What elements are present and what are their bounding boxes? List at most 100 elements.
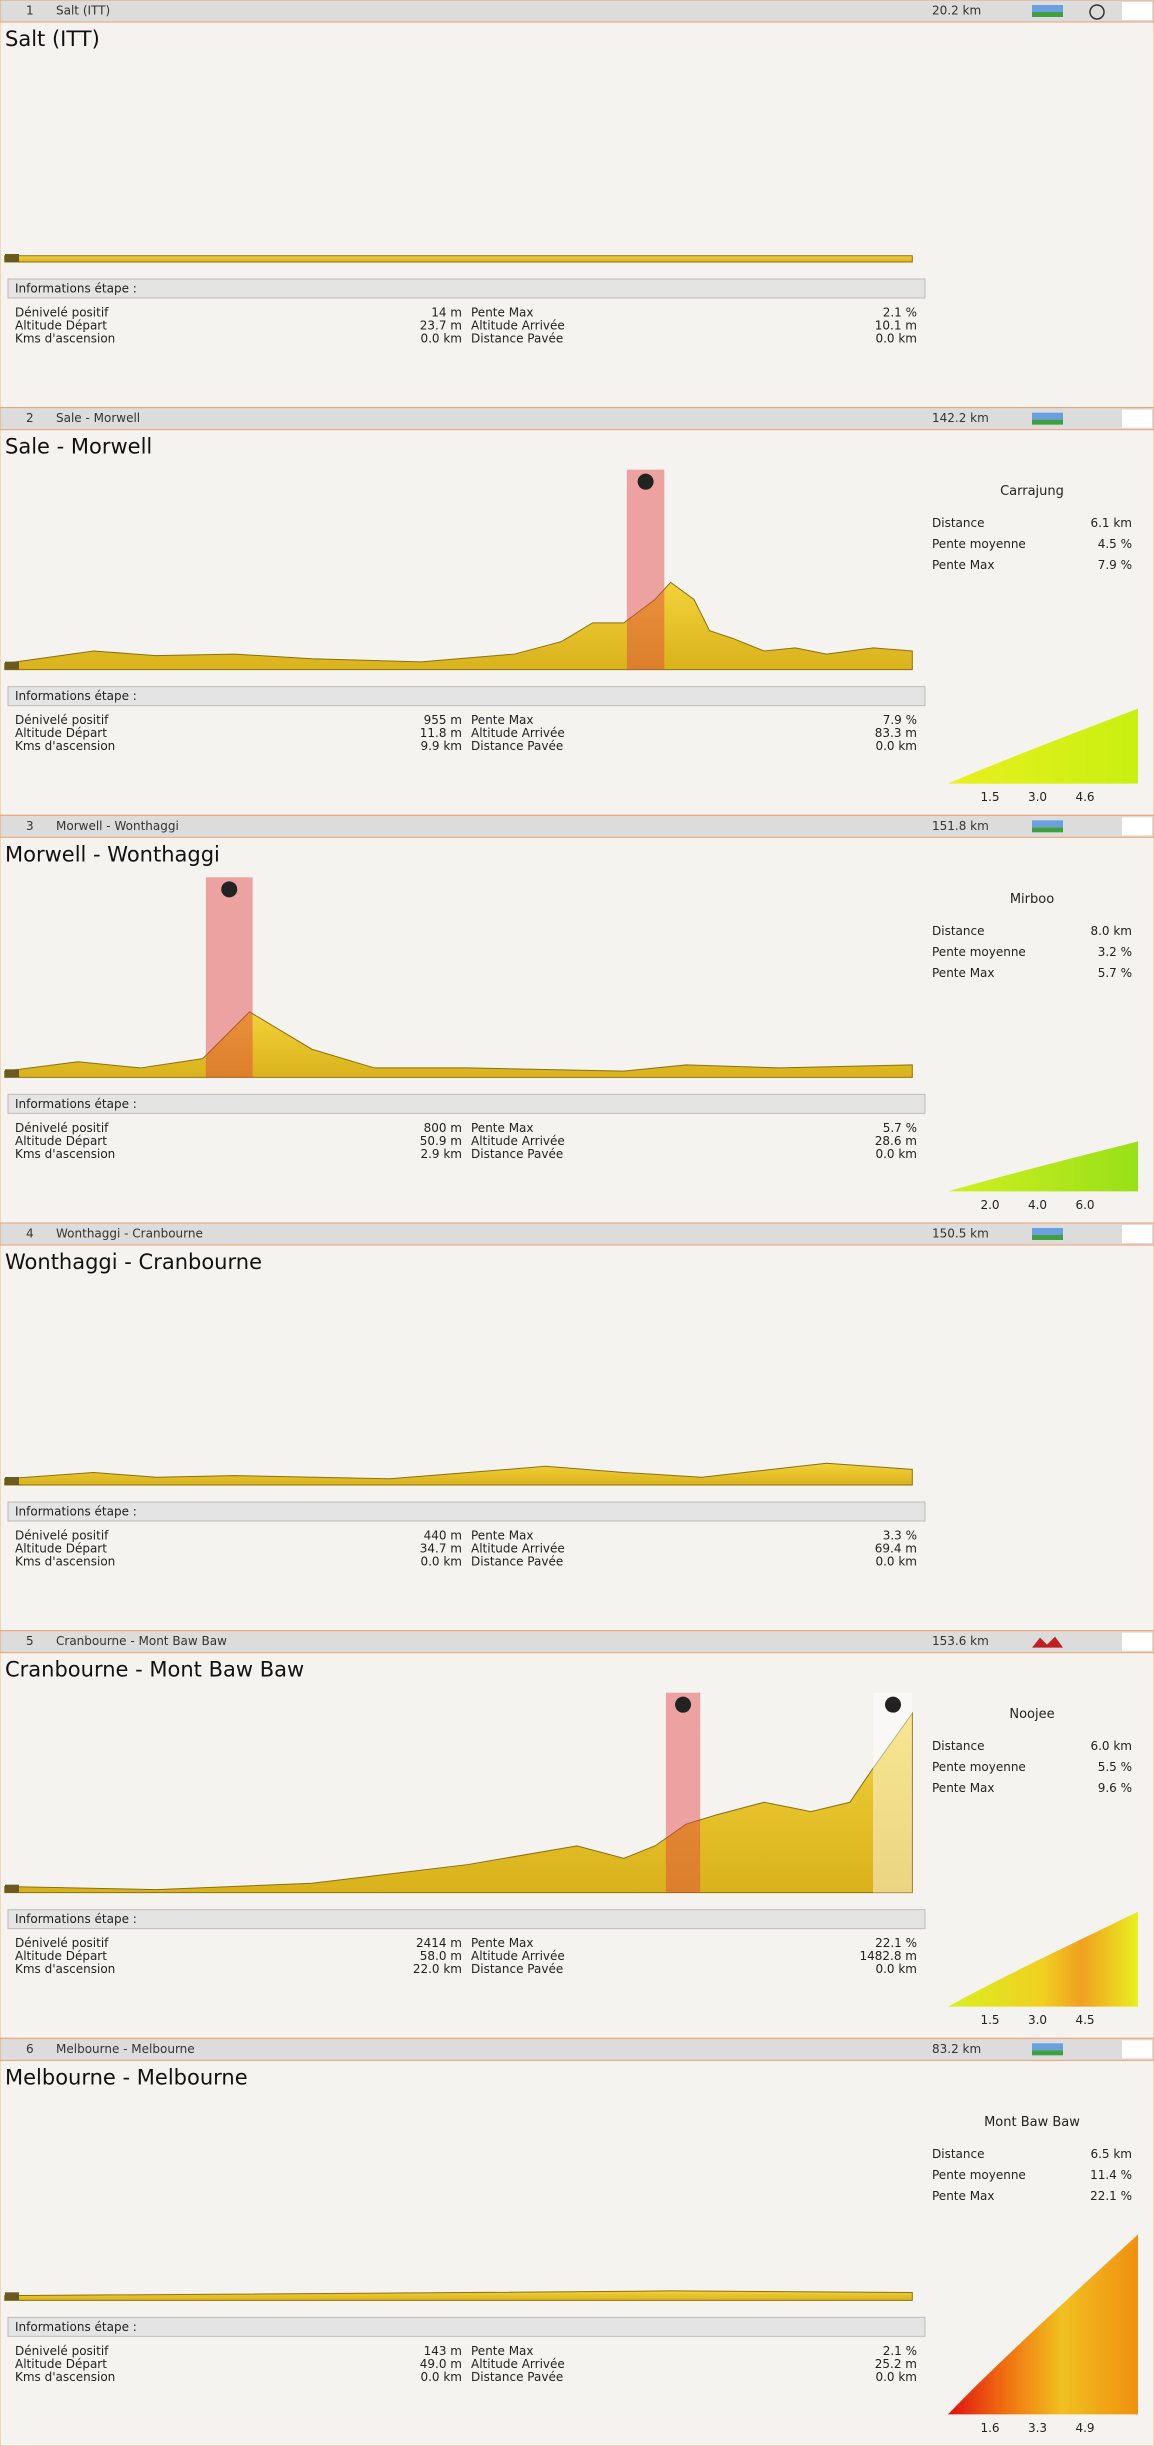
stage-distance: 142.2 km — [932, 411, 989, 425]
climb-value: 5.7 % — [1098, 966, 1132, 980]
info-value: 9.9 km — [420, 739, 462, 753]
stage-title: Salt (ITT) — [5, 27, 100, 51]
stage-name: Cranbourne - Mont Baw Baw — [56, 1634, 227, 1648]
terrain-icon — [1032, 827, 1063, 833]
climb-value: 4.5 % — [1098, 537, 1132, 551]
elevation-profile — [4, 1462, 913, 1486]
info-label: Dénivelé positif — [15, 1936, 109, 1950]
stage-number: 1 — [26, 4, 34, 18]
climb-tick: 4.5 — [1075, 2013, 1094, 2027]
climb-label: Distance — [932, 2147, 984, 2161]
info-value: 5.7 % — [883, 1121, 917, 1135]
info-value: 11.8 m — [420, 726, 462, 740]
stage-bg — [0, 1630, 1154, 2039]
info-label: Pente Max — [471, 1529, 534, 1543]
info-value: 800 m — [424, 1121, 462, 1135]
climb-tick: 4.0 — [1028, 1198, 1047, 1212]
info-label: Pente Max — [471, 306, 534, 320]
climb-label: Pente Max — [932, 1781, 995, 1795]
info-label: Altitude Arrivée — [471, 1134, 565, 1148]
stage: 2 Sale - Morwell 142.2 km Sale - Morwell Inf… — [0, 407, 1154, 816]
info-value: 143 m — [424, 2344, 462, 2358]
climb-profile — [948, 2234, 1138, 2415]
climb-band — [626, 469, 665, 670]
stage-header — [0, 814, 1154, 838]
info-label: Dénivelé positif — [15, 1529, 109, 1543]
info-label: Pente Max — [471, 1121, 534, 1135]
info-label: Distance Pavée — [471, 332, 563, 346]
info-title: Informations étape : — [15, 282, 137, 296]
terrain-icon — [1032, 1228, 1063, 1235]
info-value: 14 m — [431, 306, 462, 320]
info-value: 0.0 km — [875, 1147, 917, 1161]
info-value: 49.0 m — [420, 2357, 462, 2371]
terrain-icon — [1032, 2043, 1063, 2051]
info-value: 25.2 m — [875, 2357, 917, 2371]
info-value: 50.9 m — [420, 1134, 462, 1148]
info-label: Altitude Arrivée — [471, 319, 565, 333]
info-label: Altitude Départ — [15, 726, 107, 740]
info-value: 34.7 m — [420, 1542, 462, 1556]
climb-name: Carrajung — [1000, 484, 1064, 499]
info-value: 7.9 % — [883, 713, 917, 727]
info-value: 2.1 % — [883, 2344, 917, 2358]
climb-label: Distance — [932, 924, 984, 938]
climb-value: 6.0 km — [1090, 1739, 1132, 1753]
info-label: Kms d'ascension — [15, 739, 115, 753]
info-value: 58.0 m — [420, 1949, 462, 1963]
info-label: Kms d'ascension — [15, 332, 115, 346]
stage: 6 Melbourne - Melbourne 83.2 km Melbourne -… — [0, 2037, 1154, 2446]
info-title: Informations étape : — [15, 2320, 137, 2334]
stage-bg — [0, 0, 1154, 409]
stage-bg — [0, 814, 1154, 1224]
header-box — [1122, 2, 1152, 20]
climb-label: Pente Max — [932, 966, 995, 980]
stage: 3 Morwell - Wonthaggi 151.8 km Morwell - Wo… — [0, 814, 1154, 1224]
stage: 4 Wonthaggi - Cranbourne 150.5 km Wonthaggi… — [0, 1222, 1154, 1632]
info-value: 0.0 km — [875, 2370, 917, 2384]
stage-title: Cranbourne - Mont Baw Baw — [5, 1658, 304, 1682]
climb-tick: 4.6 — [1075, 790, 1094, 804]
info-label: Kms d'ascension — [15, 1962, 115, 1976]
climb-tick: 1.6 — [980, 2421, 999, 2435]
stage-name: Salt (ITT) — [56, 4, 110, 18]
stage-bg — [0, 2037, 1154, 2446]
info-title: Informations étape : — [15, 1097, 137, 1111]
info-label: Dénivelé positif — [15, 713, 109, 727]
info-value: 22.1 % — [875, 1936, 917, 1950]
info-value: 0.0 km — [875, 739, 917, 753]
header-box — [1122, 2040, 1152, 2059]
terrain-icon — [1032, 1235, 1063, 1240]
stage-header — [0, 1630, 1154, 1654]
climb-tick: 3.3 — [1028, 2421, 1047, 2435]
climb-name: Noojee — [1009, 1707, 1054, 1722]
info-label: Altitude Départ — [15, 319, 107, 333]
info-value: 0.0 km — [420, 2370, 462, 2384]
stage-distance: 150.5 km — [932, 1227, 989, 1241]
climb-icon — [637, 473, 654, 490]
info-label: Pente Max — [471, 2344, 534, 2358]
climb-tick: 2.0 — [980, 1198, 999, 1212]
info-bar — [7, 686, 926, 707]
info-label: Dénivelé positif — [15, 1121, 109, 1135]
stage-name: Morwell - Wonthaggi — [56, 819, 179, 833]
stage-distance: 151.8 km — [932, 819, 989, 833]
info-value: 0.0 km — [875, 1962, 917, 1976]
stage: 5 Cranbourne - Mont Baw Baw 153.6 km Cranbo… — [0, 1630, 1154, 2039]
climb-label: Distance — [932, 516, 984, 530]
climb-label: Pente moyenne — [932, 1760, 1026, 1774]
elevation-profile — [4, 2290, 913, 2301]
info-label: Altitude Arrivée — [471, 1542, 565, 1556]
elevation-profile — [4, 1711, 913, 1894]
info-label: Altitude Départ — [15, 2357, 107, 2371]
climb-value: 7.9 % — [1098, 558, 1132, 572]
info-label: Dénivelé positif — [15, 2344, 109, 2358]
info-title: Informations étape : — [15, 689, 137, 703]
terrain-icon — [1032, 5, 1063, 12]
climb-profile — [948, 1141, 1138, 1192]
stage-number: 5 — [26, 1634, 34, 1648]
climb-tick: 1.5 — [980, 790, 999, 804]
info-label: Kms d'ascension — [15, 1555, 115, 1569]
info-label: Kms d'ascension — [15, 1147, 115, 1161]
